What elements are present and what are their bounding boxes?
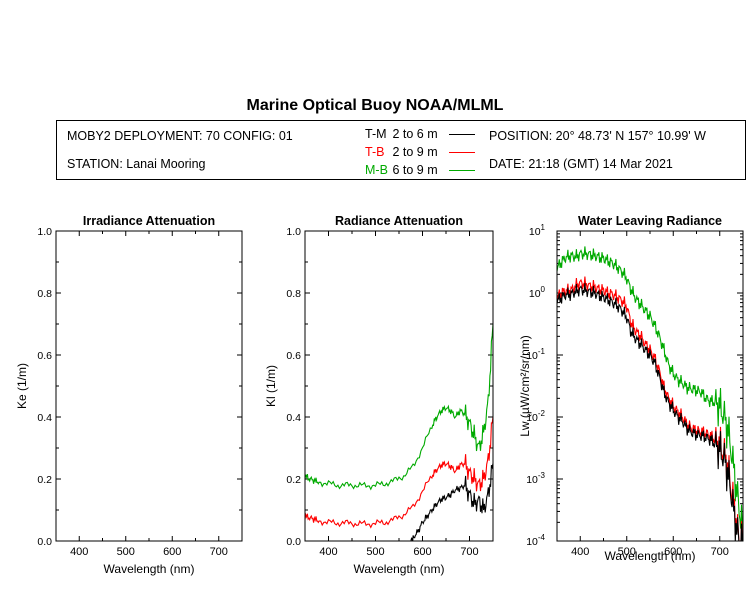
legend-entry-t-m: T-M 2 to 6 m <box>365 127 438 141</box>
info-box: MOBY2 DEPLOYMENT: 70 CONFIG: 01 STATION:… <box>56 120 746 180</box>
plot-frame <box>556 230 744 542</box>
x-tick-label: 700 <box>210 546 228 558</box>
y-axis-label: Lw (µW/cm²/sr/nm) <box>518 335 532 437</box>
y-tick-label: 10-4 <box>526 533 545 548</box>
y-tick-exponent: -3 <box>538 471 546 480</box>
legend-code-t-m: T-M <box>365 127 387 141</box>
y-tick-exponent: -1 <box>538 347 546 356</box>
legend-line-t-m <box>449 134 475 135</box>
x-tick-label: 400 <box>70 546 88 558</box>
y-tick-exponent: 1 <box>541 223 546 232</box>
x-axis-label: Wavelength (nm) <box>605 549 696 563</box>
plot-frame <box>55 230 243 542</box>
legend-line-t-b <box>449 152 475 153</box>
y-tick-label: 0.2 <box>37 474 52 486</box>
y-tick-label: 100 <box>529 285 546 300</box>
legend-range-m-b: 6 to 9 m <box>392 163 438 177</box>
x-tick-label: 500 <box>618 546 636 558</box>
y-tick-label: 0.8 <box>286 288 301 300</box>
station-info: STATION: Lanai Mooring <box>67 157 206 171</box>
y-tick-exponent: -2 <box>538 409 546 418</box>
deployment-info: MOBY2 DEPLOYMENT: 70 CONFIG: 01 <box>67 129 293 143</box>
position-info: POSITION: 20° 48.73' N 157° 10.99' W <box>489 129 706 143</box>
y-axis-label: Ke (1/m) <box>15 363 29 409</box>
x-tick-label: 500 <box>117 546 135 558</box>
chart-title: Water Leaving Radiance <box>578 214 722 228</box>
y-tick-label: 101 <box>529 223 546 238</box>
y-axis-label: Kl (1/m) <box>264 365 278 407</box>
series-line-t-m <box>410 463 493 541</box>
series-line-t-m <box>557 283 743 541</box>
legend-line-m-b <box>449 170 475 171</box>
y-tick-label: 0.8 <box>37 288 52 300</box>
y-tick-label: 0.4 <box>37 412 52 424</box>
y-tick-exponent: 0 <box>541 285 546 294</box>
y-tick-label: 0.0 <box>37 536 52 548</box>
chart-irradiance-attenuation: Irradiance Attenuation 400 500 600 700 0.0 0.2… <box>15 214 243 576</box>
y-tick-label: 0.0 <box>286 536 301 548</box>
x-axis-label: Wavelength (nm) <box>354 562 445 576</box>
chart-title: Radiance Attenuation <box>335 214 463 228</box>
x-tick-label: 400 <box>319 546 337 558</box>
y-tick-exponent: -4 <box>538 533 546 542</box>
series-line-m-b <box>557 246 743 531</box>
legend-range-t-m: 2 to 6 m <box>392 127 438 141</box>
plot-frame <box>304 230 494 542</box>
chart-radiance-attenuation: Radiance Attenuation 400 500 600 700 0.0 0.2 0.… <box>264 214 494 576</box>
x-tick-label: 600 <box>163 546 181 558</box>
chart-main-title: Marine Optical Buoy NOAA/MLML <box>246 97 504 114</box>
legend-range-t-b: 2 to 9 m <box>392 145 438 159</box>
x-tick-label: 700 <box>711 546 729 558</box>
x-tick-label: 600 <box>664 546 682 558</box>
y-tick-label: 1.0 <box>286 226 301 238</box>
y-tick-label: 0.4 <box>286 412 301 424</box>
chart-title: Irradiance Attenuation <box>83 214 215 228</box>
y-tick-label: 0.6 <box>286 350 301 362</box>
y-tick-label: 1.0 <box>37 226 52 238</box>
series-line-t-b <box>557 276 743 541</box>
series-line-t-b <box>305 416 493 529</box>
series-line-m-b <box>305 323 493 491</box>
date-info: DATE: 21:18 (GMT) 14 Mar 2021 <box>489 157 673 171</box>
y-tick-label: 0.6 <box>37 350 52 362</box>
legend-code-t-b: T-B <box>365 145 385 159</box>
legend-entry-m-b: M-B 6 to 9 m <box>365 163 438 177</box>
x-tick-label: 500 <box>366 546 384 558</box>
x-tick-label: 600 <box>413 546 431 558</box>
y-tick-label: 0.2 <box>286 474 301 486</box>
x-axis-label: Wavelength (nm) <box>104 562 195 576</box>
x-tick-label: 400 <box>571 546 589 558</box>
legend-code-m-b: M-B <box>365 163 388 177</box>
x-tick-label: 700 <box>460 546 478 558</box>
legend-entry-t-b: T-B 2 to 9 m <box>365 145 438 159</box>
y-tick-label: 10-3 <box>526 471 545 486</box>
